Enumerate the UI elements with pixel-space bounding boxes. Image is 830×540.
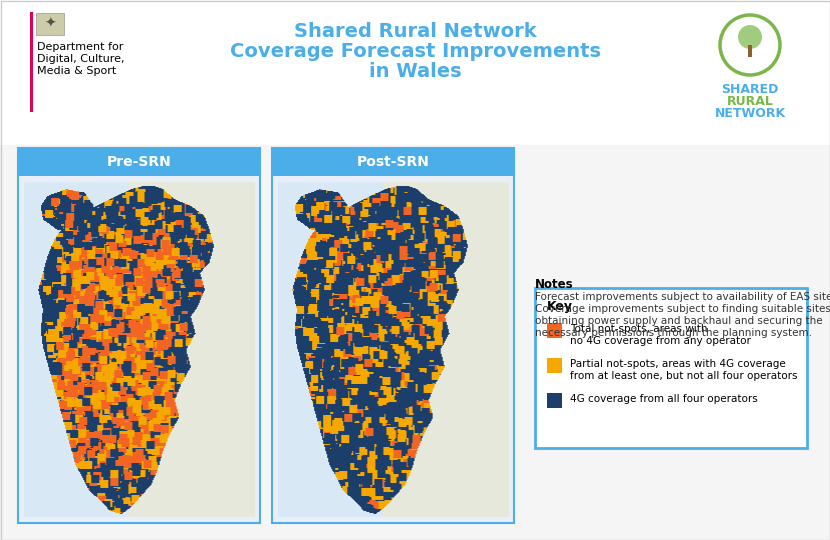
Text: obtaining power supply and backhaul and securing the: obtaining power supply and backhaul and …: [535, 316, 823, 326]
Bar: [547, 323, 562, 338]
Bar: [748, 45, 752, 57]
Text: NETWORK: NETWORK: [715, 107, 785, 120]
Text: Pre-SRN: Pre-SRN: [106, 155, 171, 169]
Text: necessary permissions through the planning system.: necessary permissions through the planni…: [535, 328, 812, 338]
Text: Digital, Culture,: Digital, Culture,: [37, 54, 124, 64]
Text: in Wales: in Wales: [369, 62, 461, 81]
Bar: [30, 12, 33, 112]
Text: RURAL: RURAL: [726, 95, 774, 108]
Text: Shared Rural Network: Shared Rural Network: [294, 22, 536, 41]
Text: SHARED: SHARED: [721, 83, 779, 96]
Text: no 4G coverage from any operator: no 4G coverage from any operator: [570, 336, 751, 346]
Text: Department for: Department for: [37, 42, 124, 52]
Text: Partial not-spots, areas with 4G coverage: Partial not-spots, areas with 4G coverag…: [570, 359, 786, 369]
Circle shape: [720, 15, 780, 75]
Text: Coverage Forecast Improvements: Coverage Forecast Improvements: [230, 42, 600, 61]
Bar: [36, 13, 64, 35]
Text: Key: Key: [547, 300, 573, 313]
Text: Coverage improvements subject to finding suitable sites,: Coverage improvements subject to finding…: [535, 304, 830, 314]
Text: Forecast improvements subject to availability of EAS sites.: Forecast improvements subject to availab…: [535, 292, 830, 302]
Bar: [547, 358, 562, 373]
Text: Notes: Notes: [535, 278, 574, 291]
Text: ✦: ✦: [44, 17, 56, 31]
Bar: [18, 148, 260, 176]
Text: Media & Sport: Media & Sport: [37, 66, 116, 76]
Text: Post-SRN: Post-SRN: [357, 155, 429, 169]
Text: 4G coverage from all four operators: 4G coverage from all four operators: [570, 394, 758, 404]
Bar: [18, 148, 260, 523]
Circle shape: [738, 25, 762, 49]
Bar: [0, 0, 830, 145]
Bar: [535, 288, 807, 448]
Bar: [547, 393, 562, 408]
Text: Total not-spots, areas with: Total not-spots, areas with: [570, 324, 707, 334]
Bar: [272, 148, 514, 523]
Bar: [272, 148, 514, 176]
Text: from at least one, but not all four operators: from at least one, but not all four oper…: [570, 371, 798, 381]
